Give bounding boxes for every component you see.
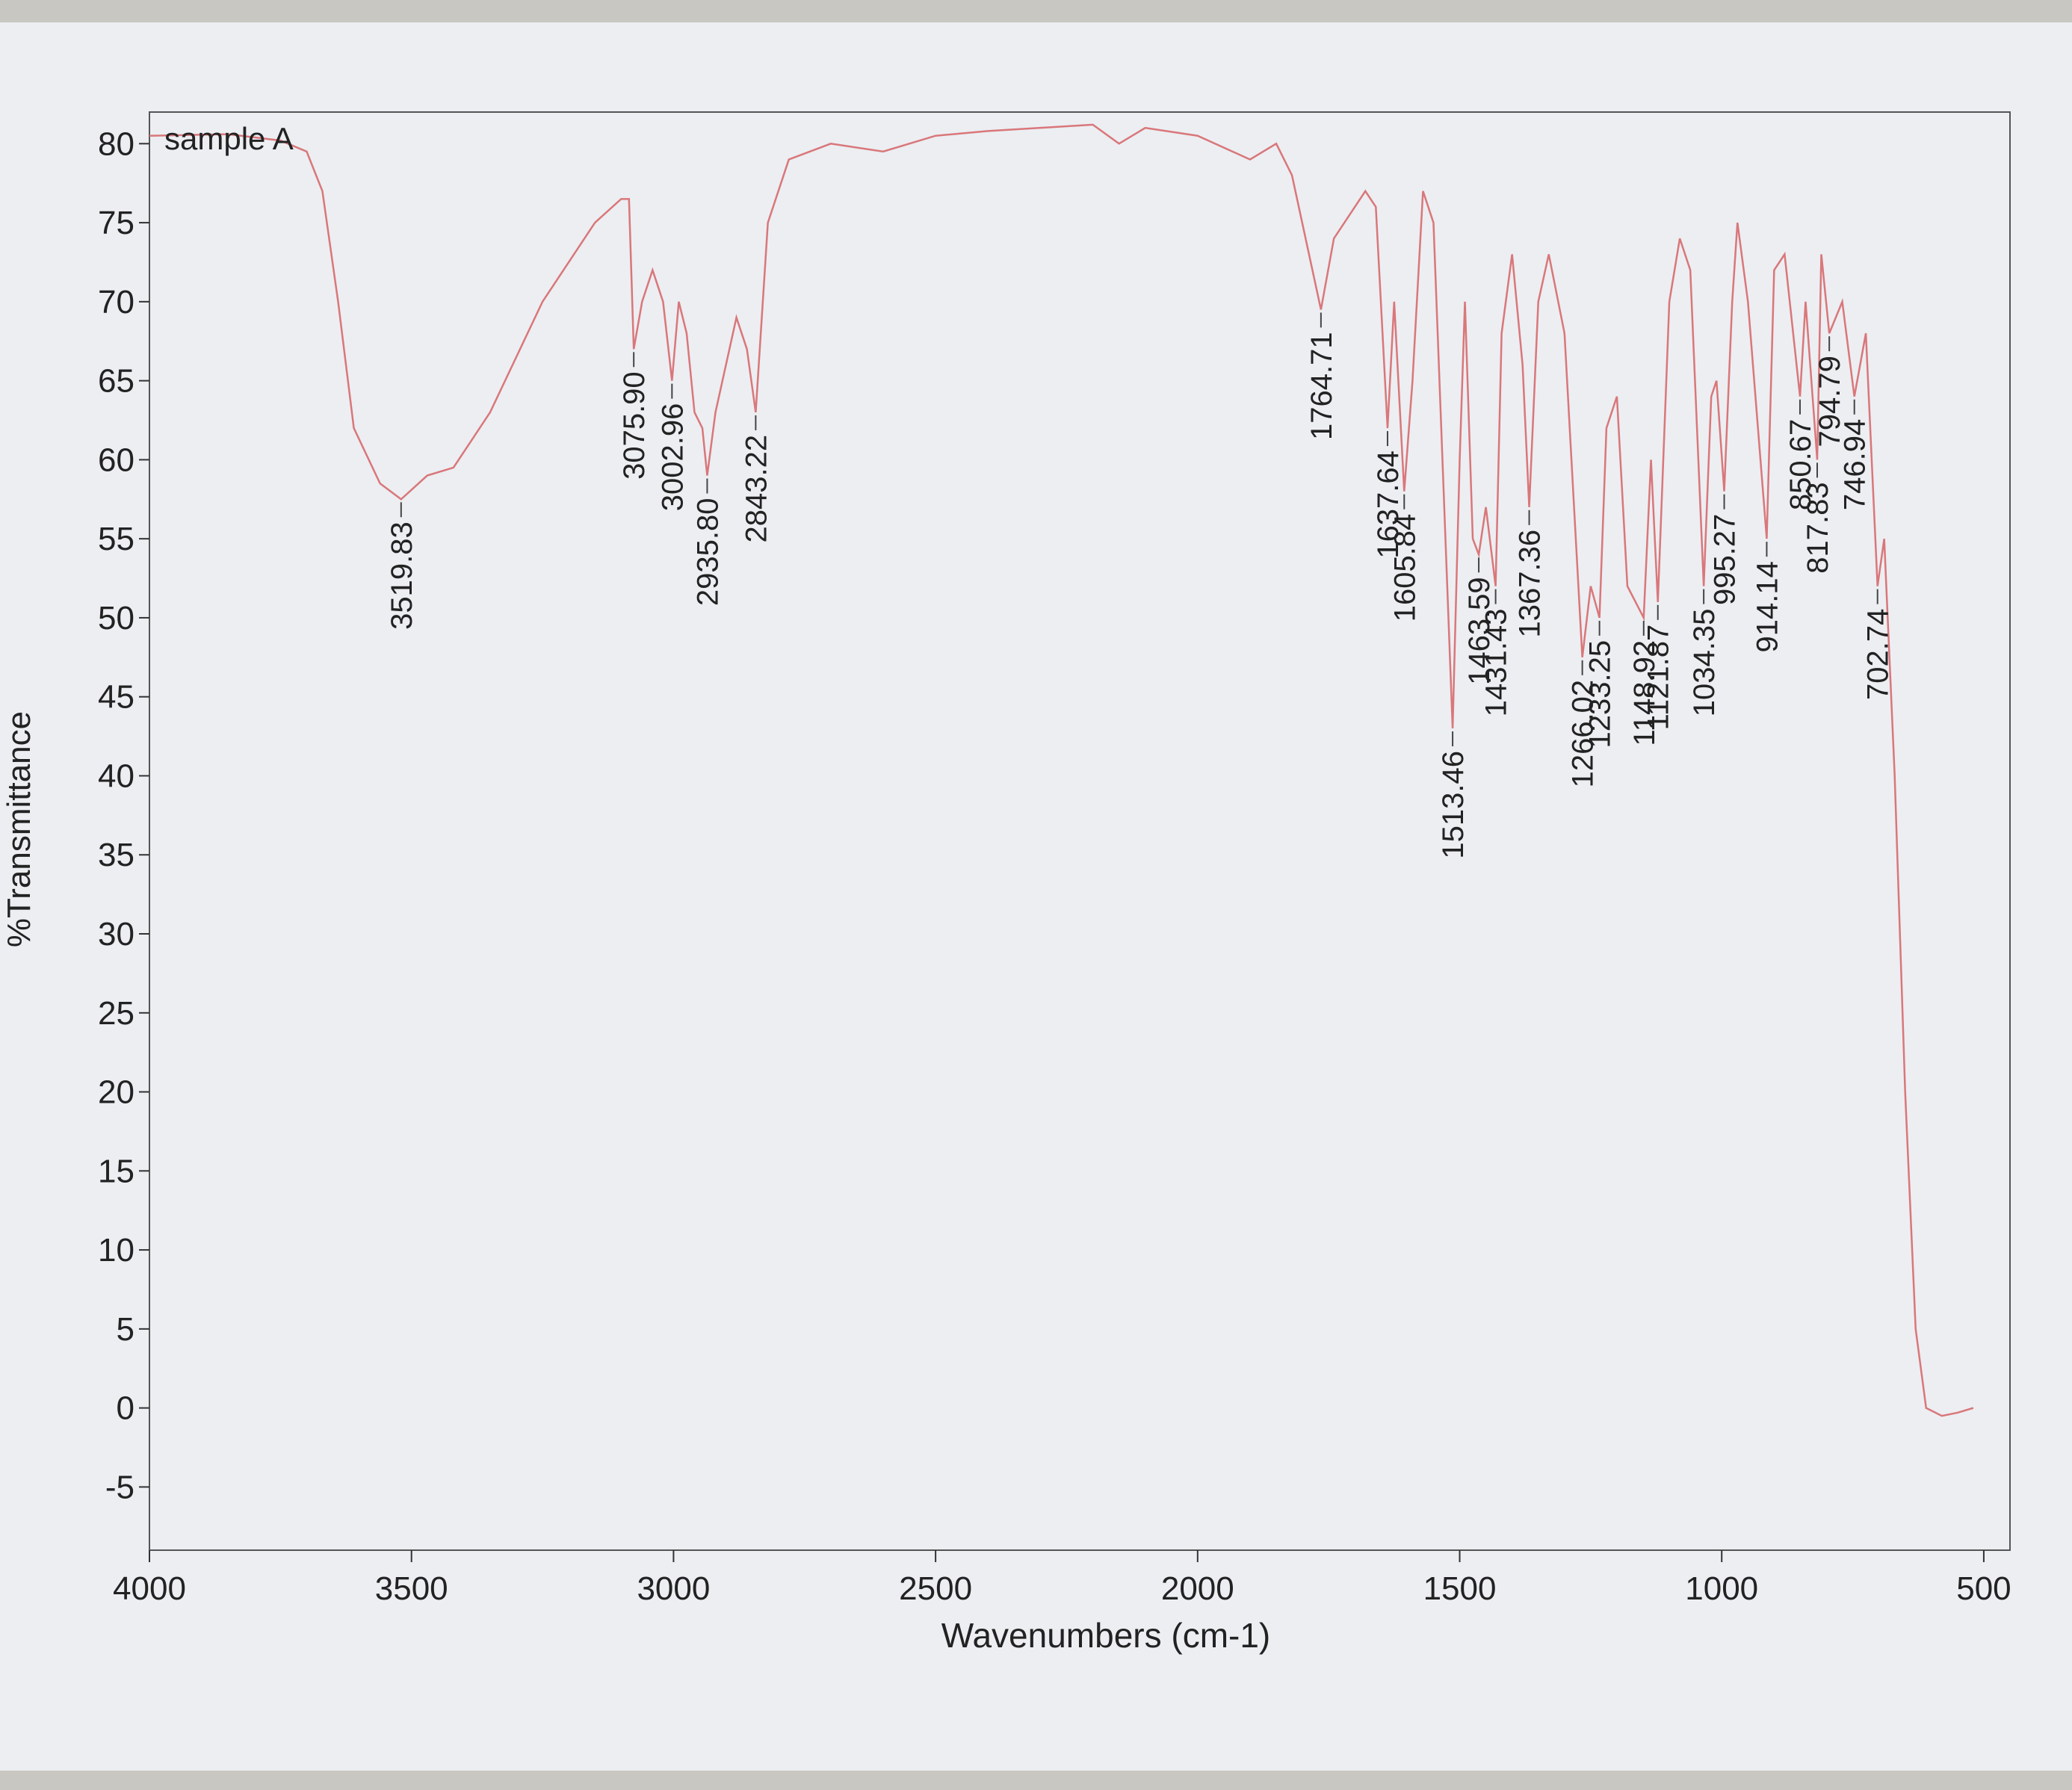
y-axis-label: %Transmittance — [1, 711, 37, 947]
y-tick-label: 25 — [98, 995, 134, 1032]
y-tick-label: 15 — [98, 1153, 134, 1189]
series-label: sample A — [164, 121, 294, 156]
peak-label: 1233.25 — [1584, 640, 1617, 749]
y-tick-label: 35 — [98, 837, 134, 873]
peak-label: 1148.92 — [1628, 640, 1661, 746]
peak-label: 914.14 — [1751, 561, 1784, 652]
peak-label: 1431.43 — [1480, 609, 1513, 717]
y-tick-label: 45 — [98, 679, 134, 716]
peak-label: 817.83 — [1802, 482, 1834, 573]
spectrum-line — [149, 123, 1974, 1417]
x-tick-label: 1000 — [1685, 1570, 1758, 1607]
y-tick-label: 80 — [98, 126, 134, 162]
y-tick-label: -5 — [105, 1469, 134, 1505]
peak-label: 1605.84 — [1388, 514, 1421, 622]
y-tick-label: 60 — [98, 442, 134, 478]
peak-label: 702.74 — [1862, 609, 1895, 700]
x-tick-label: 4000 — [113, 1570, 186, 1607]
y-tick-label: 20 — [98, 1074, 134, 1111]
peak-label: 3075.90 — [618, 371, 651, 480]
y-tick-label: 40 — [98, 758, 134, 794]
y-tick-label: 55 — [98, 521, 134, 557]
peak-label: 1513.46 — [1437, 751, 1470, 859]
x-tick-label: 500 — [1956, 1570, 2011, 1607]
peak-label: 1266.02 — [1567, 680, 1600, 788]
y-tick-label: 0 — [117, 1390, 134, 1427]
x-tick-label: 2000 — [1161, 1570, 1234, 1607]
paper — [0, 22, 2072, 1771]
y-tick-label: 70 — [98, 284, 134, 320]
peak-label: 794.79 — [1813, 356, 1846, 447]
x-tick-label: 1500 — [1423, 1570, 1497, 1607]
peak-label: 1463.59 — [1463, 577, 1496, 685]
y-tick-label: 30 — [98, 916, 134, 953]
y-tick-label: 75 — [98, 205, 134, 241]
peak-label: 1764.71 — [1305, 332, 1338, 440]
peak-label: 746.94 — [1839, 419, 1872, 510]
peak-label: 1034.35 — [1688, 609, 1721, 717]
y-tick-label: 50 — [98, 600, 134, 637]
peak-label: 995.27 — [1709, 514, 1742, 605]
x-tick-label: 2500 — [899, 1570, 972, 1607]
x-axis-label: Wavenumbers (cm-1) — [941, 1616, 1270, 1655]
y-tick-label: 65 — [98, 363, 134, 400]
x-tick-label: 3000 — [637, 1570, 710, 1607]
peak-label: 1367.36 — [1514, 530, 1547, 638]
x-tick-label: 3500 — [375, 1570, 448, 1607]
peak-label: 850.67 — [1784, 419, 1817, 510]
peak-label: 1637.64 — [1372, 450, 1405, 559]
y-tick-label: 10 — [98, 1232, 134, 1269]
y-tick-label: 5 — [117, 1311, 134, 1348]
plot-frame — [149, 111, 2011, 1551]
peak-label: 3002.96 — [656, 403, 689, 512]
peak-label: 2843.22 — [740, 435, 773, 543]
peak-label: 2935.80 — [691, 498, 724, 607]
peak-label: 1121.87 — [1642, 625, 1675, 731]
peak-label: 3519.83 — [386, 521, 418, 630]
